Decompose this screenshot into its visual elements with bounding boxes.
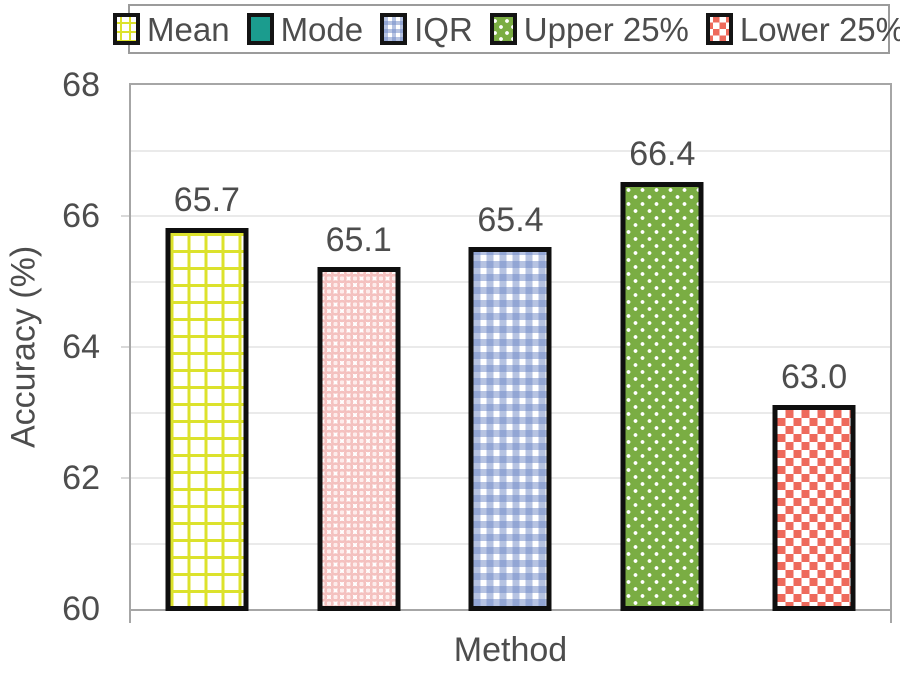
y-axis-tick — [121, 477, 129, 479]
legend-label: Upper 25% — [523, 10, 689, 48]
bar-value-label: 65.7 — [173, 181, 240, 220]
gridline — [131, 215, 890, 217]
bar-slot-iqr: 65.4 — [435, 85, 587, 611]
x-axis-boundary-tick — [890, 609, 892, 623]
y-tick-label: 64 — [62, 328, 100, 366]
legend-swatch-mode-icon — [246, 13, 274, 45]
legend-label: IQR — [414, 10, 473, 48]
bar-mode — [317, 266, 401, 611]
bar-slot-mean: 65.7 — [131, 85, 283, 611]
legend-item-mean: Mean — [113, 13, 230, 46]
y-axis-tick — [121, 346, 129, 348]
legend-item-iqr: IQR — [380, 13, 473, 46]
y-axis-tick-labels: 60 62 64 66 68 — [0, 68, 100, 626]
bar-slot-upper25: 66.4 — [586, 85, 738, 611]
bar-value-label: 65.4 — [477, 200, 544, 239]
x-axis-boundary-tick — [129, 609, 131, 623]
y-tick-label: 66 — [62, 197, 100, 235]
x-axis-title: Method — [453, 631, 568, 669]
legend-label: Lower 25% — [739, 10, 900, 48]
legend-swatch-mean-icon — [113, 13, 140, 45]
bar-slot-lower25: 63.0 — [738, 85, 890, 611]
legend-item-lower25: Lower 25% — [705, 10, 900, 48]
legend-label: Mean — [147, 10, 230, 48]
bar-value-label: 65.1 — [325, 220, 392, 259]
bar-value-label: 63.0 — [780, 358, 848, 397]
legend-swatch-lower25-icon — [705, 13, 733, 45]
legend-item-mode: Mode — [246, 10, 364, 48]
bar-iqr — [468, 247, 552, 611]
bar-value-label: 66.4 — [629, 135, 696, 174]
y-tick-label: 62 — [62, 459, 100, 497]
bar-lower25 — [772, 404, 856, 611]
bar-mean — [165, 227, 249, 611]
y-axis-tick — [121, 215, 129, 217]
y-tick-label: 68 — [62, 66, 100, 104]
legend-swatch-iqr-icon — [380, 13, 408, 45]
bar-upper25 — [620, 181, 704, 611]
legend-swatch-upper25-icon — [489, 13, 517, 45]
bar-slot-mode: 65.1 — [283, 85, 435, 611]
y-tick-label: 60 — [62, 590, 100, 628]
chart-legend: Mean Mode IQR Upper 25% Lower 25% — [113, 4, 900, 54]
legend-item-upper25: Upper 25% — [489, 10, 689, 48]
legend-label: Mode — [280, 10, 364, 48]
plot-area: 65.7 65.1 65.4 66.4 63.0 — [129, 83, 892, 611]
gridline — [131, 149, 890, 152]
